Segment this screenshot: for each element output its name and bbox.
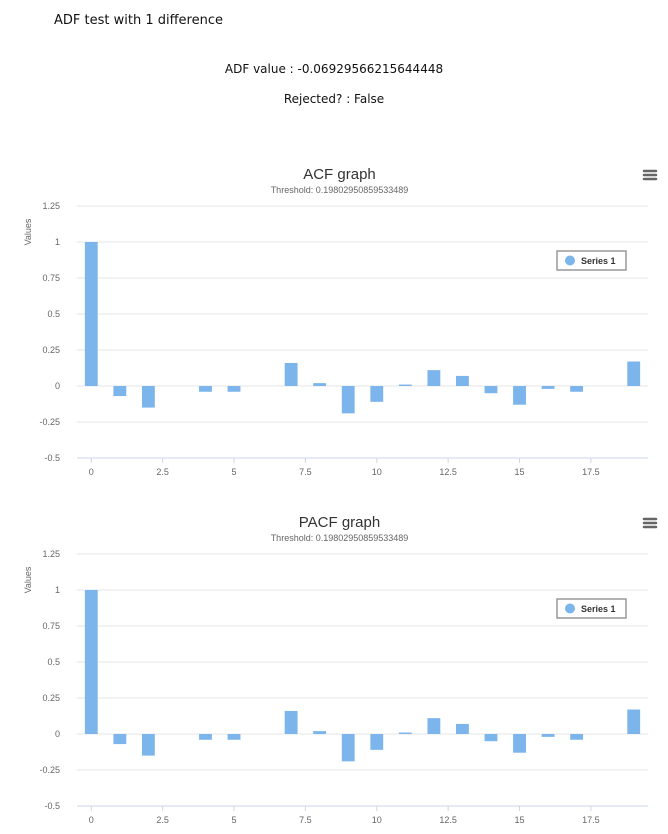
pacf-bar[interactable] [398,732,412,734]
pacf-y-axis-label: Values [23,566,33,593]
pacf-bar[interactable] [113,734,127,745]
acf-bar[interactable] [141,386,155,408]
pacf-x-tick-label: 15 [515,815,525,825]
acf-bar[interactable] [570,386,584,392]
acf-bar[interactable] [227,386,241,392]
pacf-bar[interactable] [484,734,498,742]
pacf-x-tick-label: 2.5 [156,815,169,825]
pacf-chart-subtitle: Threshold: 0.19802950859533489 [271,533,409,543]
acf-bar[interactable] [84,242,98,386]
pacf-chart: -0.5 -0.25 0 0.25 0.5 0.75 1 1.25 0 2.5 5 7.5 10 12.5… [0,510,668,825]
acf-y-tick-label: 1 [55,237,60,247]
pacf-legend-marker-icon [565,603,575,614]
pacf-bar[interactable] [227,734,241,740]
acf-y-tick-label: -0.5 [44,453,60,463]
pacf-chart-title: PACF graph [299,514,380,531]
pacf-bar[interactable] [427,718,441,734]
pacf-x-tick-label: 0 [89,815,94,825]
pacf-y-tick-label: 0.75 [42,621,60,631]
pacf-bar[interactable] [627,709,641,734]
acf-y-tick-label: 0.75 [42,273,60,283]
pacf-y-tick-label: -0.5 [44,801,60,811]
acf-bar[interactable] [113,386,127,397]
pacf-legend[interactable]: Series 1 [556,598,627,619]
acf-bar[interactable] [541,386,555,389]
acf-chart-svg: -0.5 -0.25 0 0.25 0.5 0.75 1 1.25 0 2.5 5 7.5 10 12.5… [23,166,660,477]
pacf-hamburger-menu-icon[interactable] [640,514,660,532]
acf-bar[interactable] [513,386,526,405]
pacf-x-tick-label: 7.5 [299,815,312,825]
acf-bar[interactable] [284,362,298,386]
pacf-x-tick-label: 12.5 [439,815,457,825]
pacf-bar[interactable] [341,734,355,762]
pacf-bar[interactable] [570,734,584,740]
page-title: ADF test with 1 difference [54,13,223,28]
acf-y-tick-label: 0 [55,381,60,391]
acf-y-tick-label: 0.5 [47,309,60,319]
adf-value-text: ADF value : -0.06929566215644448 [224,62,444,76]
acf-bar[interactable] [313,383,327,386]
acf-bar[interactable] [341,386,355,414]
pacf-chart-svg: -0.5 -0.25 0 0.25 0.5 0.75 1 1.25 0 2.5 5 7.5 10 12.5… [23,514,660,825]
pacf-bar[interactable] [141,734,155,756]
pacf-bar[interactable] [456,723,469,734]
acf-bar[interactable] [398,384,412,386]
acf-bar[interactable] [456,375,469,386]
acf-chart-subtitle: Threshold: 0.19802950859533489 [271,185,409,195]
acf-x-tick-label: 10 [372,467,382,477]
pacf-y-tick-label: 0 [55,729,60,739]
acf-x-tick-label: 15 [515,467,525,477]
pacf-y-tick-label: 1 [55,585,60,595]
acf-bar[interactable] [627,361,641,386]
acf-y-axis-label: Values [23,218,33,245]
acf-x-tick-label: 12.5 [439,467,457,477]
acf-chart-title: ACF graph [303,166,376,183]
acf-legend[interactable]: Series 1 [556,250,627,271]
acf-x-tick-label: 0 [89,467,94,477]
pacf-bar[interactable] [284,710,298,734]
adf-rejected-text: Rejected? : False [283,92,385,106]
acf-hamburger-menu-icon[interactable] [640,166,660,184]
pacf-y-tick-label: 0.5 [47,657,60,667]
pacf-y-tick-label: -0.25 [39,765,60,775]
acf-x-tick-label: 17.5 [582,467,600,477]
acf-legend-label: Series 1 [581,256,616,266]
pacf-bar[interactable] [313,731,327,734]
acf-legend-marker-icon [565,255,575,266]
pacf-bar[interactable] [513,734,526,753]
pacf-bar[interactable] [370,734,384,750]
acf-bar[interactable] [370,386,384,402]
acf-x-tick-label: 5 [232,467,237,477]
acf-y-tick-label: -0.25 [39,417,60,427]
pacf-bar[interactable] [199,734,212,740]
pacf-legend-box [556,598,627,619]
acf-x-tick-label: 2.5 [156,467,169,477]
pacf-y-tick-label: 1.25 [42,549,60,559]
acf-bar[interactable] [427,370,441,386]
pacf-legend-label: Series 1 [581,604,616,614]
acf-bar[interactable] [199,386,212,392]
pacf-y-tick-label: 0.25 [42,693,60,703]
acf-y-tick-label: 0.25 [42,345,60,355]
acf-chart: -0.5 -0.25 0 0.25 0.5 0.75 1 1.25 0 2.5 5 7.5 10 12.5… [0,162,668,477]
pacf-x-tick-label: 5 [232,815,237,825]
acf-bar[interactable] [484,386,498,394]
pacf-bar[interactable] [84,590,98,734]
pacf-bar[interactable] [541,734,555,737]
acf-x-tick-label: 7.5 [299,467,312,477]
pacf-x-tick-label: 10 [372,815,382,825]
pacf-x-tick-label: 17.5 [582,815,600,825]
acf-legend-box [556,250,627,271]
acf-y-tick-label: 1.25 [42,201,60,211]
